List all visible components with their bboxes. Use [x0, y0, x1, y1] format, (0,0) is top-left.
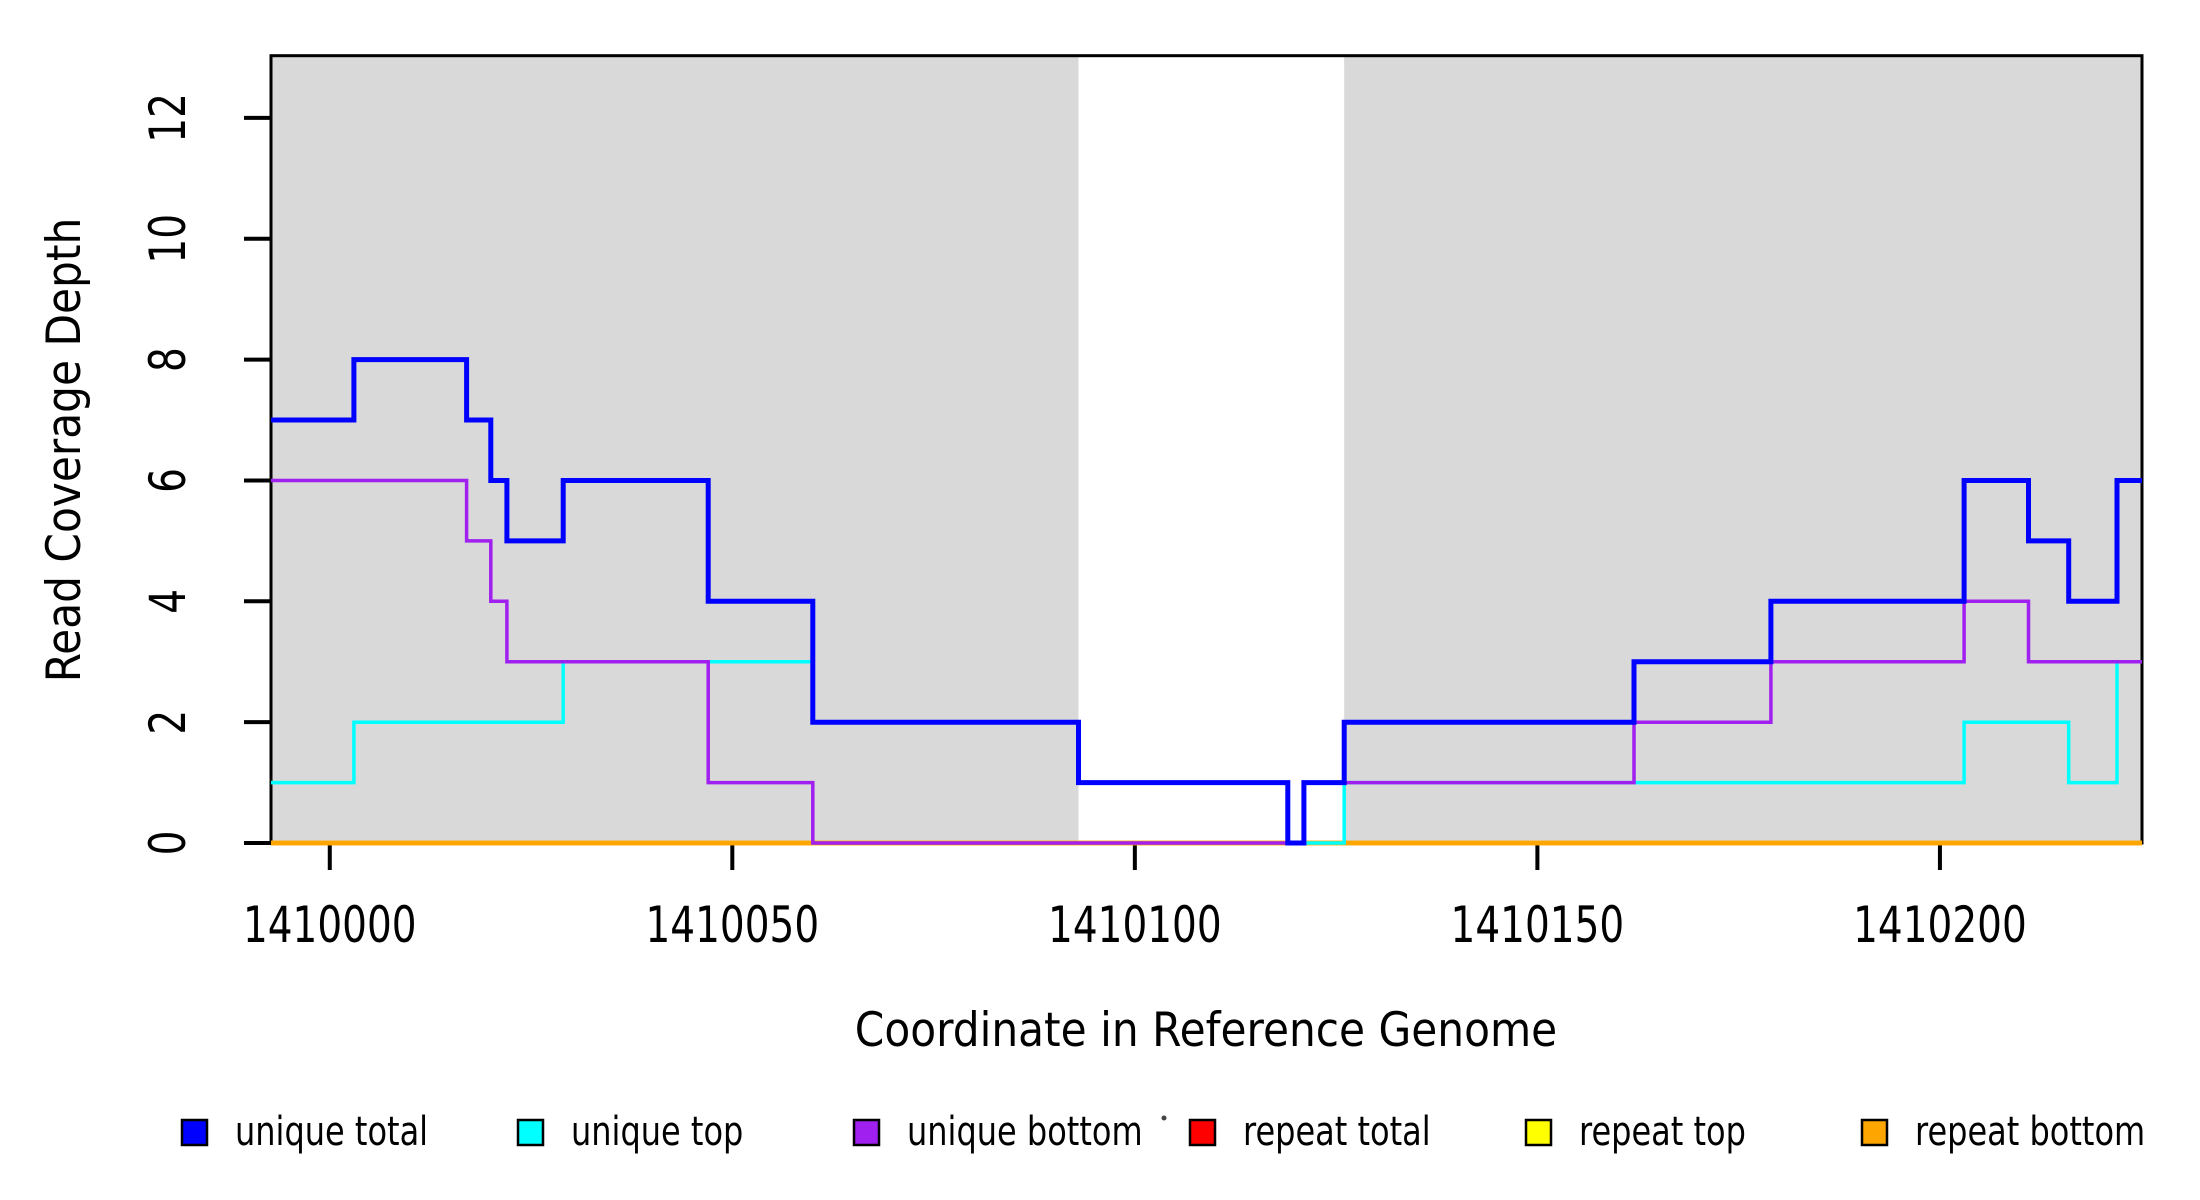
y-tick-label: 6: [138, 468, 197, 493]
series-line-unique-bottom: [271, 478, 2142, 845]
legend-swatch-unique-total: [180, 1118, 209, 1147]
x-tick-label: 1410150: [1451, 895, 1625, 954]
y-tick-label: 8: [138, 347, 197, 372]
series-lines-layer: [271, 357, 2142, 846]
shaded-region-2: [1344, 55, 2142, 843]
legend-layer: unique total unique top unique bottom repea…: [180, 1107, 2145, 1155]
series-line-unique-total: [271, 357, 2142, 846]
legend-label-repeat-total: repeat total: [1243, 1107, 1431, 1154]
legend-label-unique-top: unique top: [571, 1107, 743, 1154]
y-tick-label: 10: [138, 214, 197, 264]
shaded-region-1: [271, 55, 1079, 843]
legend-label-unique-total: unique total: [235, 1107, 428, 1154]
y-tick-label: 0: [138, 831, 197, 856]
y-axis-title: Read Coverage Depth: [36, 218, 92, 683]
y-tick-label: 2: [138, 710, 197, 735]
legend-label-repeat-top: repeat top: [1579, 1107, 1746, 1154]
y-tick-label: 4: [138, 589, 197, 614]
x-tick-label: 1410200: [1853, 895, 2027, 954]
legend-swatch-repeat-top: [1524, 1118, 1553, 1147]
legend-label-unique-bottom: unique bottom: [907, 1107, 1143, 1154]
x-tick-label: 1410050: [645, 895, 819, 954]
legend-label-repeat-bottom: repeat bottom: [1915, 1107, 2145, 1154]
x-tick-label: 1410000: [243, 895, 417, 954]
legend-swatch-repeat-total: [1188, 1118, 1217, 1147]
axes-layer: 1410000 1410050 1410100 1410150 1410200 0 2 4 6 8…: [138, 93, 2027, 954]
legend-swatch-unique-top: [516, 1118, 545, 1147]
x-axis-title: Coordinate in Reference Genome: [855, 1002, 1557, 1058]
x-tick-label: 1410100: [1048, 895, 1222, 954]
stray-point-artifact: [1161, 1115, 1167, 1121]
legend-swatch-unique-bottom: [852, 1118, 881, 1147]
legend-swatch-repeat-bottom: [1860, 1118, 1889, 1147]
y-tick-label: 12: [138, 93, 197, 143]
shaded-regions-layer: [271, 55, 2142, 843]
